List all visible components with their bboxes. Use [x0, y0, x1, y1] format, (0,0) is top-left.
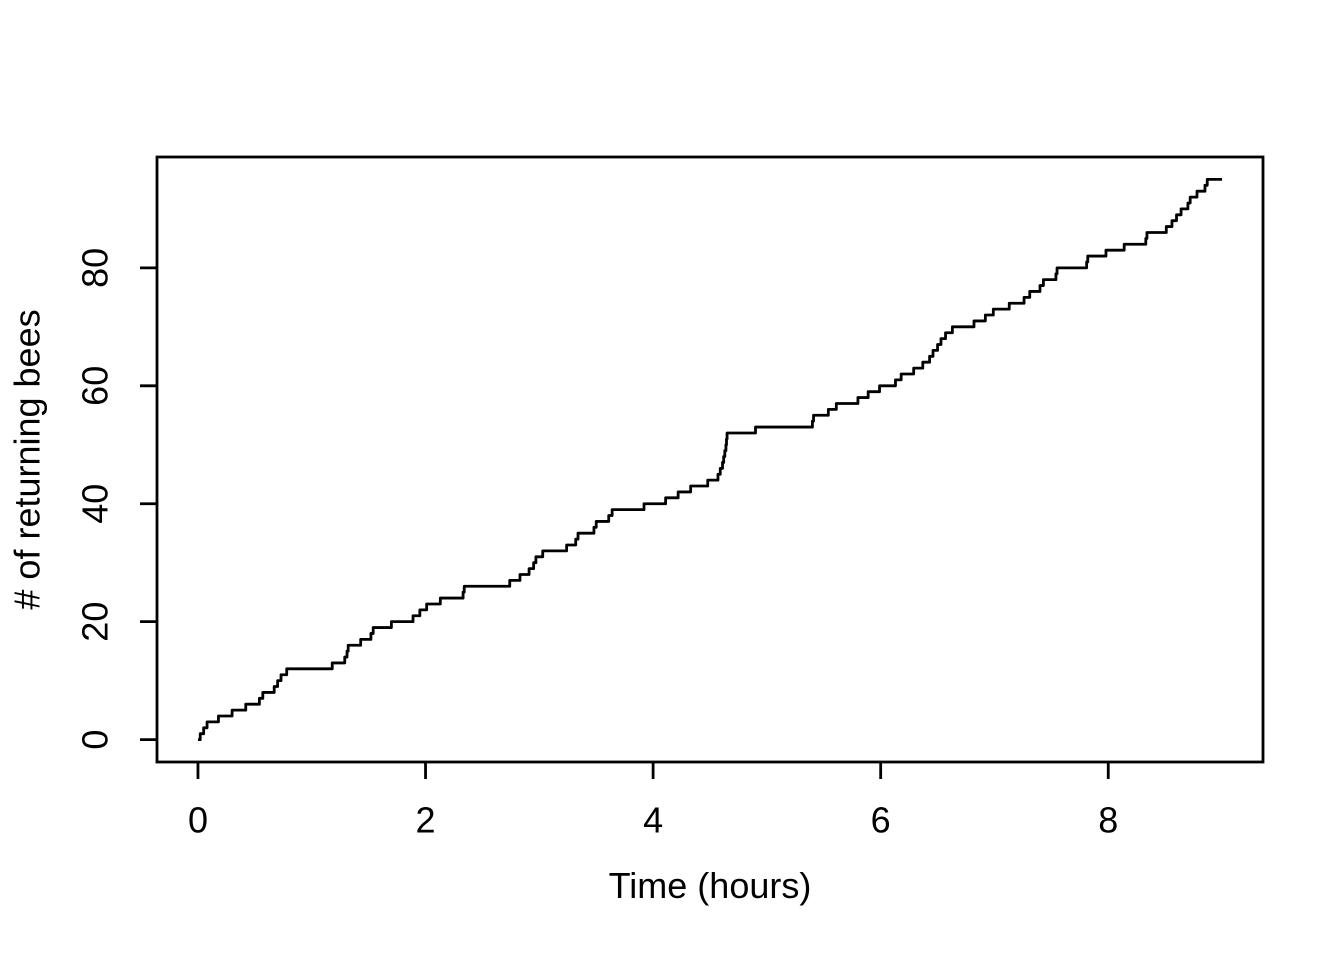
x-tick-label: 0	[188, 800, 208, 841]
x-axis-title: Time (hours)	[609, 865, 812, 906]
x-tick-label: 4	[643, 800, 663, 841]
y-axis: 0 20 40 60 80	[75, 248, 157, 750]
y-tick-label: 80	[75, 248, 116, 288]
y-tick-label: 20	[75, 602, 116, 642]
y-tick-label: 0	[75, 730, 116, 750]
plot-area-border	[155, 155, 1265, 764]
x-tick-label: 8	[1098, 800, 1118, 841]
x-tick-label: 2	[416, 800, 436, 841]
y-tick-label: 60	[75, 366, 116, 406]
y-axis-title: # of returning bees	[7, 309, 48, 609]
x-tick-label: 6	[871, 800, 891, 841]
step-line	[197, 178, 1223, 741]
y-tick-label: 40	[75, 484, 116, 524]
x-axis: 0 2 4 6 8	[188, 762, 1118, 841]
